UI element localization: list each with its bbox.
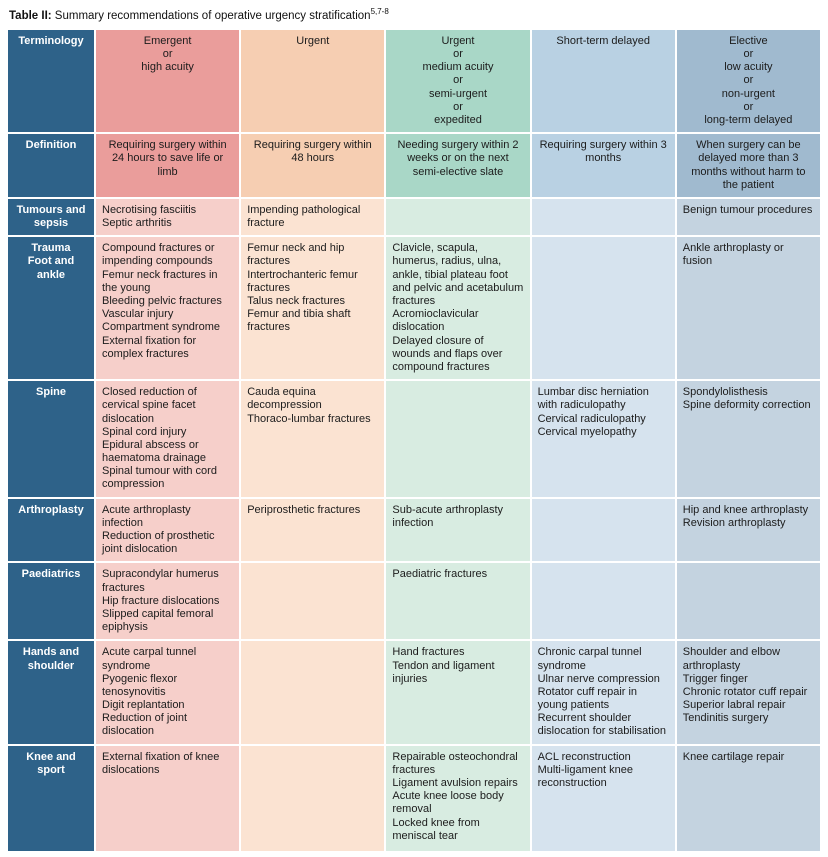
- table-cell: Closed reduction of cervical spine facet…: [96, 381, 240, 497]
- table-cell: Supracondylar humerus fractures Hip frac…: [96, 563, 240, 640]
- header-row: Terminology Emergent or high acuity Urge…: [8, 29, 820, 133]
- table-cell: Paediatric fractures: [386, 563, 530, 640]
- table-cell: Chronic carpal tunnel syndrome Ulnar ner…: [531, 641, 675, 744]
- column-header-elective: Elective or low acuity or non-urgent or …: [676, 29, 820, 133]
- row-label-definition: Definition: [8, 134, 94, 197]
- table-cell: Benign tumour procedures: [676, 198, 820, 236]
- table-cell: [241, 641, 385, 744]
- table-cell: [531, 237, 675, 380]
- table-cell: Periprosthetic fractures: [241, 498, 385, 562]
- row-label-paediatrics: Paediatrics: [8, 563, 94, 640]
- row-label-spine: Spine: [8, 381, 94, 497]
- row-label-trauma-foot-ankle: Trauma Foot and ankle: [8, 237, 94, 380]
- table-cell: Acute carpal tunnel syndrome Pyogenic fl…: [96, 641, 240, 744]
- table-row-arthroplasty: Arthroplasty Acute arthroplasty infectio…: [8, 498, 820, 562]
- table-cell: External fixation of knee dislocations: [96, 745, 240, 851]
- table-cell: Spondylolisthesis Spine deformity correc…: [676, 381, 820, 497]
- table-cell: Hand fractures Tendon and ligament injur…: [386, 641, 530, 744]
- table-cell: Clavicle, scapula, humerus, radius, ulna…: [386, 237, 530, 380]
- row-label-tumours-sepsis: Tumours and sepsis: [8, 198, 94, 236]
- table-cell: [531, 498, 675, 562]
- table-row-spine: Spine Closed reduction of cervical spine…: [8, 381, 820, 497]
- row-label-hands-shoulder: Hands and shoulder: [8, 641, 94, 744]
- row-label-terminology: Terminology: [8, 29, 94, 133]
- definition-row: Definition Requiring surgery within 24 h…: [8, 134, 820, 197]
- table-cell: [531, 198, 675, 236]
- row-label-knee-sport: Knee and sport: [8, 745, 94, 851]
- table-row-knee-sport: Knee and sport External fixation of knee…: [8, 745, 820, 851]
- table-cell: Knee cartilage repair: [676, 745, 820, 851]
- table-row-paediatrics: Paediatrics Supracondylar humerus fractu…: [8, 563, 820, 640]
- table-cell: Ankle arthroplasty or fusion: [676, 237, 820, 380]
- definition-elective: When surgery can be delayed more than 3 …: [676, 134, 820, 197]
- table-cell: Necrotising fasciitis Septic arthritis: [96, 198, 240, 236]
- table-cell: Sub-acute arthroplasty infection: [386, 498, 530, 562]
- table-cell: Cauda equina decompression Thoraco-lumba…: [241, 381, 385, 497]
- table-cell: [531, 563, 675, 640]
- table-cell: Impending pathological fracture: [241, 198, 385, 236]
- table-cell: [676, 563, 820, 640]
- table-title-text: Summary recommendations of operative urg…: [51, 9, 371, 22]
- table-cell: Shoulder and elbow arthroplasty Trigger …: [676, 641, 820, 744]
- table-cell: [241, 563, 385, 640]
- table-cell: Repairable osteochondral fractures Ligam…: [386, 745, 530, 851]
- table-row-tumours-sepsis: Tumours and sepsis Necrotising fasciitis…: [8, 198, 820, 236]
- table-cell: [241, 745, 385, 851]
- urgency-table: Terminology Emergent or high acuity Urge…: [8, 29, 820, 851]
- table-cell: Compound fractures or impending compound…: [96, 237, 240, 380]
- column-header-short-term-delayed: Short-term delayed: [531, 29, 675, 133]
- column-header-urgent-medium: Urgent or medium acuity or semi-urgent o…: [386, 29, 530, 133]
- table-title-citation: 5,7-8: [370, 7, 389, 16]
- table-row-hands-shoulder: Hands and shoulder Acute carpal tunnel s…: [8, 641, 820, 744]
- table-cell: Femur neck and hip fractures Intertrocha…: [241, 237, 385, 380]
- table-cell: Hip and knee arthroplasty Revision arthr…: [676, 498, 820, 562]
- table-cell: ACL reconstruction Multi-ligament knee r…: [531, 745, 675, 851]
- table-cell: [386, 381, 530, 497]
- definition-urgent: Requiring surgery within 48 hours: [241, 134, 385, 197]
- table-cell: Lumbar disc herniation with radiculopath…: [531, 381, 675, 497]
- table-cell: Acute arthroplasty infection Reduction o…: [96, 498, 240, 562]
- table-row-trauma-foot-ankle: Trauma Foot and ankle Compound fractures…: [8, 237, 820, 380]
- definition-emergent: Requiring surgery within 24 hours to sav…: [96, 134, 240, 197]
- row-label-arthroplasty: Arthroplasty: [8, 498, 94, 562]
- definition-urgent-medium: Needing surgery within 2 weeks or on the…: [386, 134, 530, 197]
- table-cell: [386, 198, 530, 236]
- column-header-emergent: Emergent or high acuity: [96, 29, 240, 133]
- definition-short-term-delayed: Requiring surgery within 3 months: [531, 134, 675, 197]
- table-title-prefix: Table II:: [9, 9, 52, 22]
- table-title: Table II: Summary recommendations of ope…: [9, 7, 820, 22]
- column-header-urgent: Urgent: [241, 29, 385, 133]
